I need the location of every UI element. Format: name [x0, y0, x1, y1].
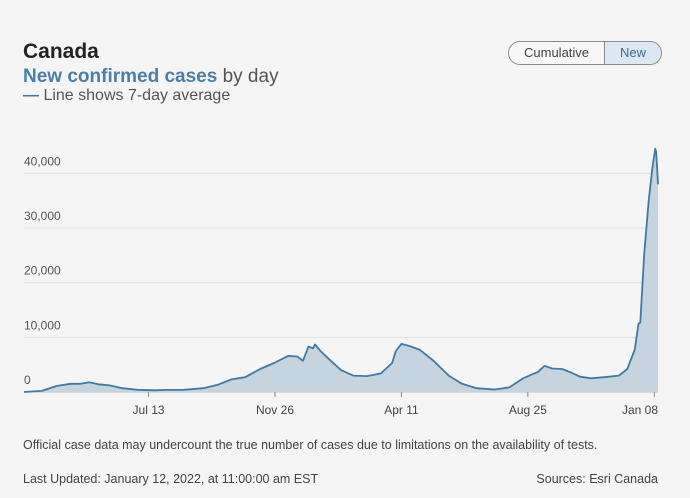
chart-title: Canada: [23, 40, 99, 63]
subtitle-period: by day: [217, 66, 279, 87]
new-button[interactable]: New: [604, 42, 662, 64]
chart-subtitle: New confirmed cases by day: [23, 66, 279, 88]
y-tick-label: 0: [24, 373, 31, 387]
cases-area: [24, 148, 658, 392]
y-tick-label: 20,000: [24, 264, 61, 278]
x-tick-label: Jul 13: [133, 403, 165, 417]
data-disclaimer: Official case data may undercount the tr…: [23, 438, 598, 452]
x-tick-label: Apr 11: [384, 403, 419, 417]
y-tick-label: 30,000: [24, 209, 61, 223]
grid-lines: [24, 172, 658, 393]
cases-line: [23, 147, 659, 393]
legend-note: — Line shows 7-day average: [23, 87, 230, 105]
cases-area-chart: 0 10,000 20,000 30,000 40,000 Jul 13 Nov 26 Ap…: [23, 147, 659, 417]
sources: Sources: Esri Canada: [536, 472, 658, 486]
y-axis-ticks: 0 10,000 20,000 30,000 40,000: [24, 154, 61, 387]
y-tick-label: 40,000: [24, 154, 61, 168]
view-toggle: Cumulative New: [508, 41, 663, 65]
legend-note-text: Line shows 7-day average: [39, 87, 231, 104]
last-updated: Last Updated: January 12, 2022, at 11:00…: [23, 472, 319, 486]
x-tick-label: Nov 26: [256, 403, 294, 417]
x-tick-label: Jan 08: [622, 403, 658, 417]
cumulative-button[interactable]: Cumulative: [509, 42, 605, 64]
legend-line-swatch: —: [23, 87, 39, 104]
subtitle-metric: New confirmed cases: [23, 66, 218, 87]
y-tick-label: 10,000: [24, 318, 61, 332]
x-axis-ticks: Jul 13 Nov 26 Apr 11 Aug 25 Jan 08: [133, 392, 658, 417]
x-tick-label: Aug 25: [509, 403, 547, 417]
